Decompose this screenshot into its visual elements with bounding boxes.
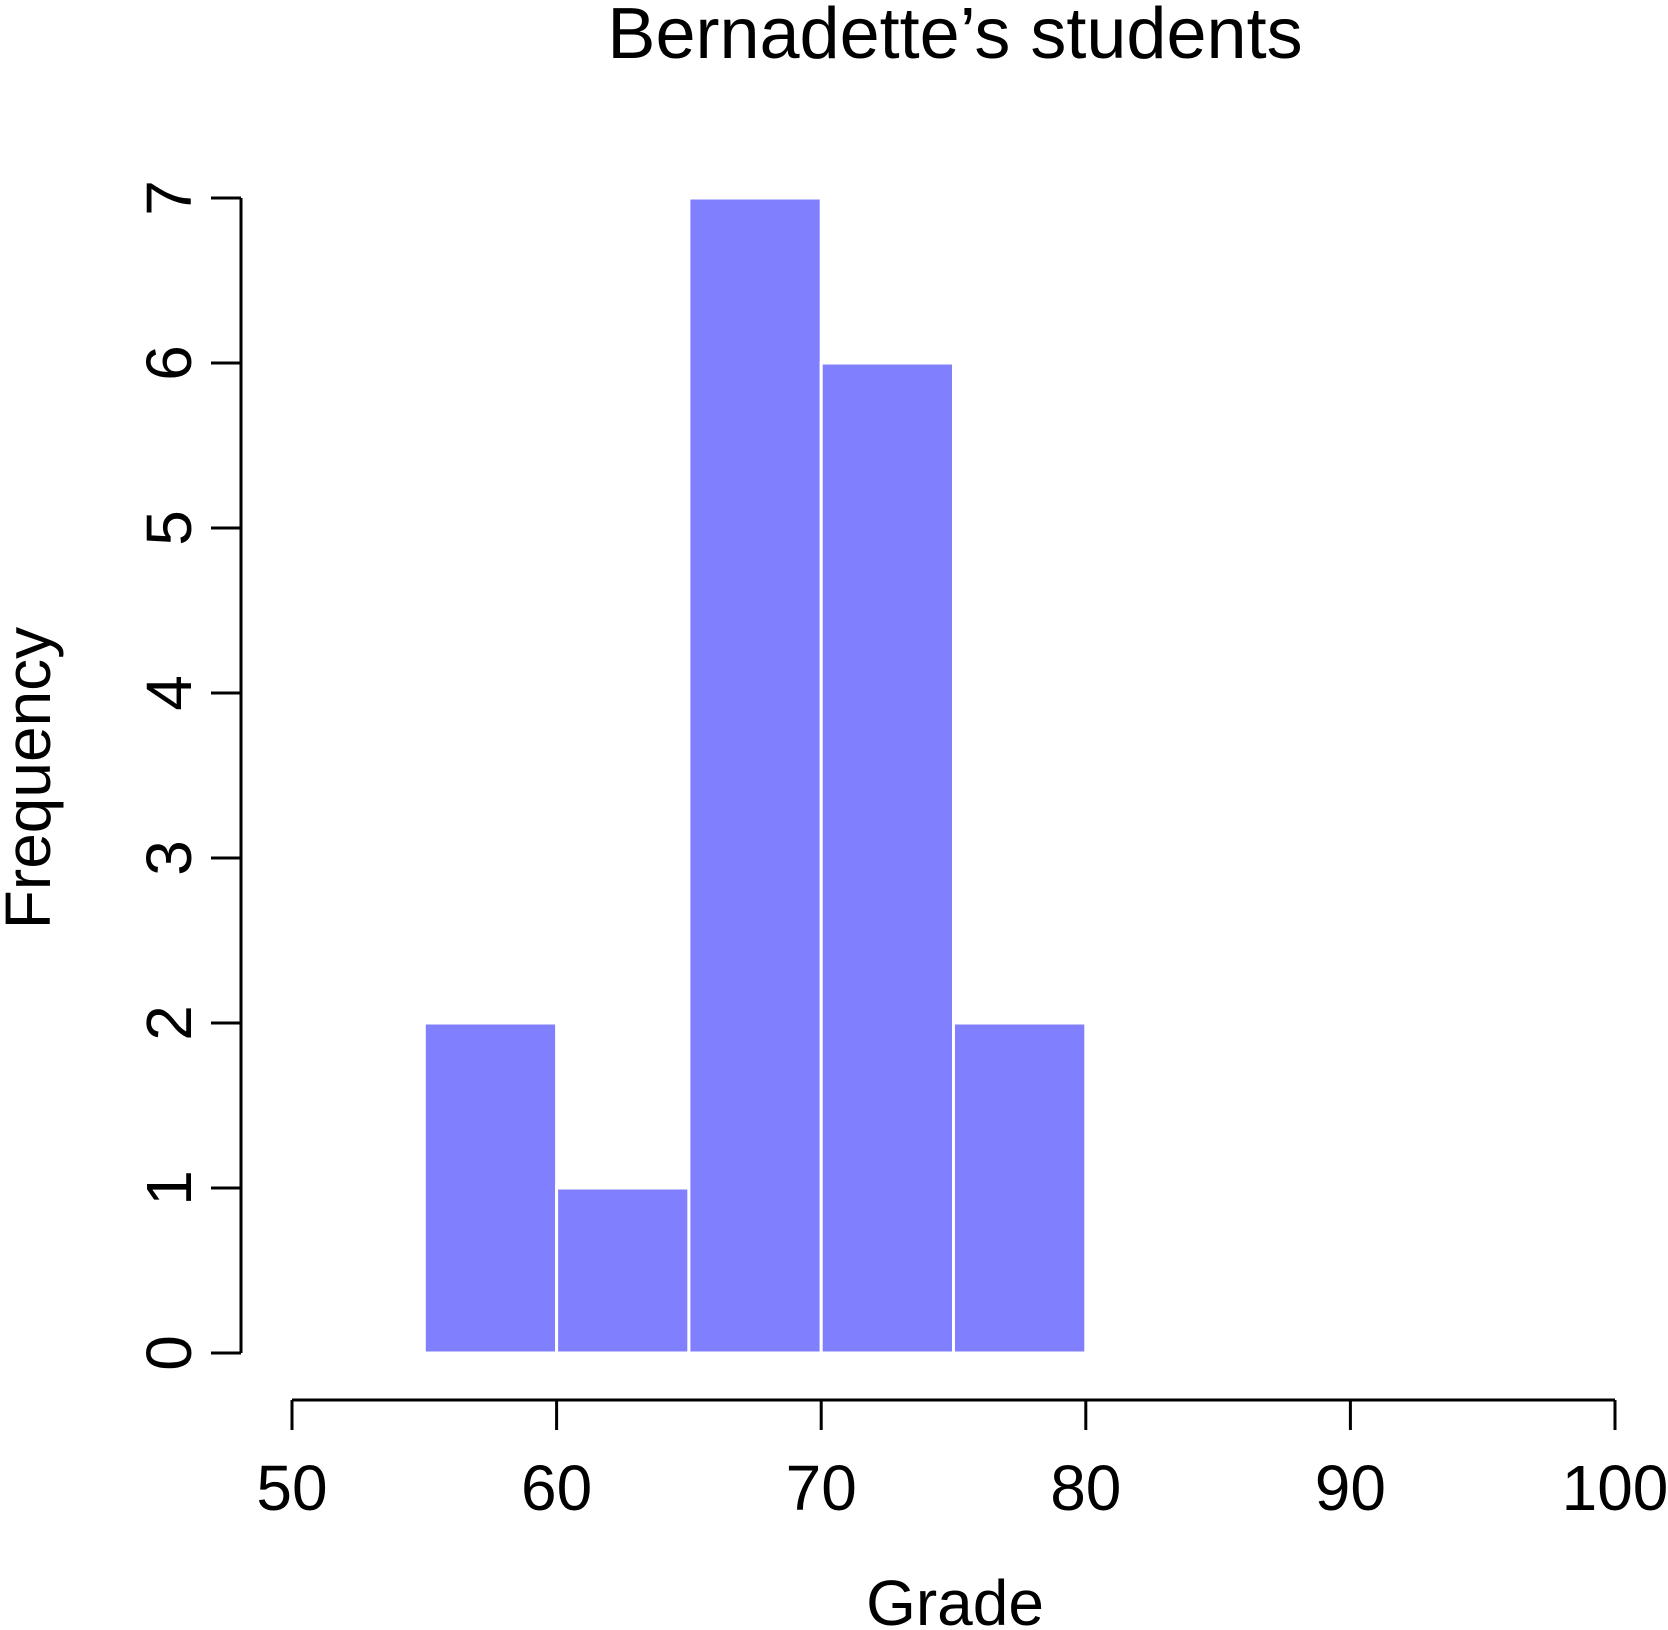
- y-tick-label: 7: [133, 180, 205, 216]
- y-tick-label: 0: [133, 1335, 205, 1371]
- y-tick-label: 1: [133, 1170, 205, 1206]
- histogram-bars: [422, 196, 1088, 1355]
- x-tick-label: 80: [1050, 1452, 1121, 1524]
- histogram-bar-4: [819, 361, 956, 1355]
- y-tick-label: 3: [133, 840, 205, 876]
- y-tick-label: 6: [133, 345, 205, 381]
- x-tick-label: 70: [786, 1452, 857, 1524]
- x-axis: 50 60 70 80 90 100: [256, 1398, 1668, 1524]
- y-tick-label: 5: [133, 510, 205, 546]
- histogram-bar-2: [555, 1186, 691, 1355]
- histogram-bar-5: [952, 1021, 1088, 1355]
- histogram-bar-1: [422, 1021, 559, 1355]
- chart-title: Bernadette’s students: [607, 0, 1302, 74]
- y-axis-title: Frequency: [0, 627, 64, 929]
- x-tick-label: 50: [256, 1452, 327, 1524]
- x-tick-label: 60: [521, 1452, 592, 1524]
- histogram-bar-3: [687, 196, 823, 1355]
- y-axis: 0 1 2 3 4 5 6 7: [133, 180, 243, 1371]
- x-tick-label: 90: [1315, 1452, 1386, 1524]
- x-tick-label: 100: [1562, 1452, 1668, 1524]
- y-tick-label: 2: [133, 1005, 205, 1041]
- y-tick-label: 4: [133, 675, 205, 711]
- x-axis-title: Grade: [866, 1567, 1044, 1630]
